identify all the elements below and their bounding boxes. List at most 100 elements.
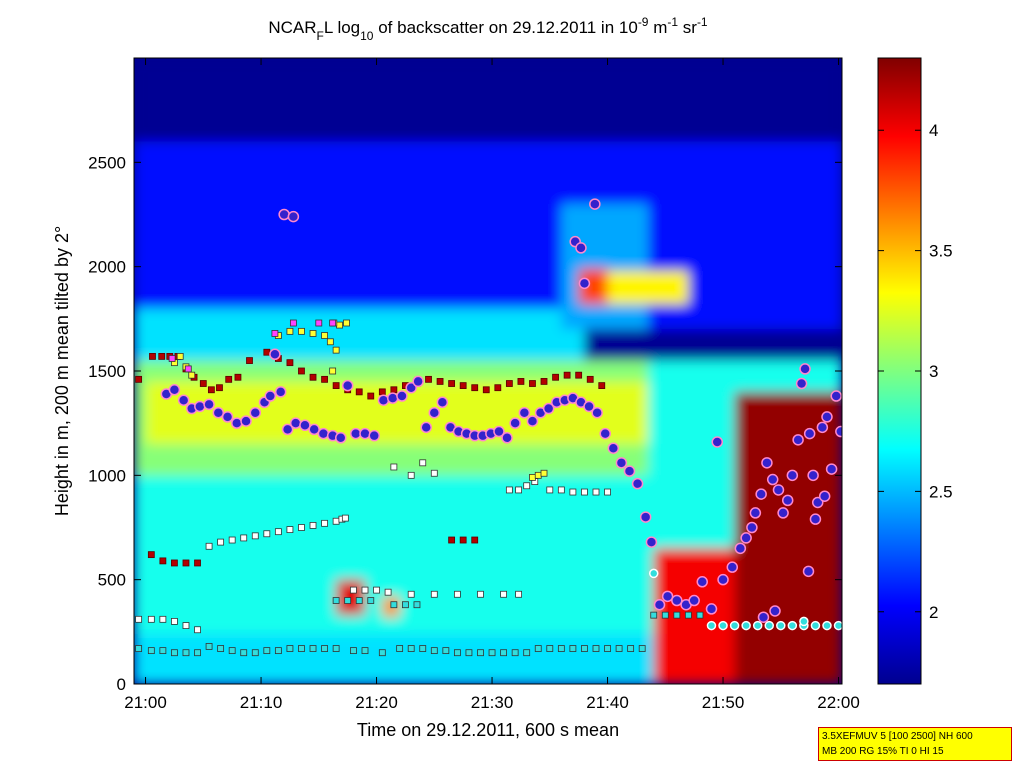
layer-marker bbox=[442, 647, 450, 655]
layer-marker bbox=[334, 432, 347, 444]
layer-marker bbox=[396, 390, 408, 402]
layer-marker bbox=[135, 375, 143, 383]
layer-marker bbox=[308, 423, 320, 436]
layer-marker bbox=[184, 365, 192, 373]
layer-marker bbox=[287, 210, 300, 223]
layer-marker bbox=[147, 615, 155, 623]
layer-marker bbox=[825, 463, 838, 475]
layer-marker bbox=[764, 620, 774, 631]
layer-marker bbox=[477, 649, 484, 657]
layer-marker bbox=[413, 601, 421, 609]
layer-marker bbox=[286, 327, 294, 335]
layer-marker bbox=[263, 647, 271, 655]
layer-marker bbox=[477, 590, 484, 598]
layer-marker bbox=[425, 375, 432, 383]
layer-marker bbox=[459, 382, 467, 390]
layer-marker bbox=[505, 486, 513, 494]
layer-marker bbox=[309, 645, 317, 652]
chart-title-part: 10 bbox=[360, 29, 374, 43]
plot-area bbox=[133, 57, 843, 685]
layer-marker bbox=[772, 484, 785, 496]
layer-marker bbox=[199, 380, 207, 387]
chart-title-part: -9 bbox=[638, 15, 649, 29]
layer-marker bbox=[203, 398, 215, 411]
heatmap-region bbox=[561, 204, 648, 330]
layer-marker bbox=[581, 645, 588, 652]
layer-marker bbox=[332, 597, 340, 604]
layer-marker bbox=[274, 647, 282, 655]
layer-marker bbox=[638, 645, 646, 652]
layer-marker bbox=[390, 463, 398, 471]
heatmap-region bbox=[134, 308, 585, 361]
layer-marker bbox=[188, 371, 196, 379]
layer-marker bbox=[321, 645, 328, 652]
layer-marker bbox=[500, 649, 507, 657]
layer-marker bbox=[803, 427, 816, 440]
layer-marker bbox=[542, 402, 555, 415]
layer-marker bbox=[430, 469, 438, 477]
layer-marker bbox=[757, 611, 770, 623]
layer-marker bbox=[592, 645, 600, 652]
layer-marker bbox=[795, 377, 808, 390]
colorbar-tick-label: 2.5 bbox=[929, 482, 953, 501]
layer-marker bbox=[428, 406, 441, 419]
layer-marker bbox=[321, 332, 328, 339]
layer-marker bbox=[321, 375, 328, 383]
layer-marker bbox=[529, 474, 536, 481]
layer-marker bbox=[523, 649, 531, 657]
layer-marker bbox=[419, 459, 427, 467]
layer-marker bbox=[159, 647, 167, 655]
layer-marker bbox=[696, 576, 708, 588]
layer-marker bbox=[799, 616, 809, 627]
y-tick-label: 500 bbox=[98, 571, 126, 590]
layer-marker bbox=[350, 647, 357, 655]
layer-marker bbox=[361, 586, 369, 594]
layer-marker bbox=[515, 486, 523, 494]
layer-marker bbox=[787, 620, 798, 631]
layer-marker bbox=[135, 645, 143, 652]
layer-marker bbox=[309, 522, 317, 529]
layer-marker bbox=[726, 561, 739, 573]
colorbar-ticks: 2 2.5 3 3.5 4 bbox=[878, 121, 953, 622]
layer-marker bbox=[761, 457, 773, 469]
layer-marker bbox=[343, 319, 350, 327]
layer-marker bbox=[298, 327, 305, 335]
layer-marker bbox=[807, 469, 819, 482]
layer-marker bbox=[718, 620, 728, 631]
layer-marker bbox=[158, 352, 166, 360]
layer-marker bbox=[517, 378, 525, 385]
chart-title-part: sr bbox=[678, 18, 697, 37]
layer-marker bbox=[194, 400, 206, 413]
layer-marker bbox=[171, 559, 178, 567]
layer-marker bbox=[671, 594, 683, 607]
x-tick-label: 21:20 bbox=[355, 693, 398, 712]
layer-marker bbox=[332, 645, 340, 652]
layer-marker bbox=[217, 645, 225, 652]
x-tick-label: 21:40 bbox=[586, 693, 629, 712]
layer-marker bbox=[645, 536, 658, 548]
layer-marker bbox=[194, 649, 201, 657]
y-axis-label: Height in m, 200 m mean tilted by 2° bbox=[52, 226, 72, 516]
layer-marker bbox=[465, 649, 473, 657]
layer-marker bbox=[734, 542, 747, 555]
y-tick-label: 1000 bbox=[88, 466, 126, 485]
layer-marker bbox=[833, 620, 842, 631]
layer-marker bbox=[615, 457, 628, 469]
layer-marker bbox=[799, 363, 811, 375]
layer-marker bbox=[650, 611, 658, 619]
layer-marker bbox=[329, 367, 337, 375]
layer-marker bbox=[263, 530, 271, 538]
layer-marker bbox=[835, 425, 842, 438]
colorbar-tick-label: 3 bbox=[929, 362, 938, 381]
layer-marker bbox=[448, 536, 456, 544]
parameter-box: 3.5XEFMUV 5 [100 2500] NH 600 MB 200 RG … bbox=[818, 727, 1012, 761]
layer-marker bbox=[552, 373, 559, 381]
layer-marker bbox=[740, 532, 752, 544]
layer-marker bbox=[298, 367, 305, 375]
colorbar-gradient bbox=[878, 58, 921, 684]
colorbar-tick-label: 2 bbox=[929, 603, 938, 622]
layer-marker bbox=[781, 494, 794, 507]
layer-marker bbox=[212, 406, 225, 419]
layer-marker bbox=[326, 338, 334, 346]
heatmap-region bbox=[734, 391, 842, 684]
